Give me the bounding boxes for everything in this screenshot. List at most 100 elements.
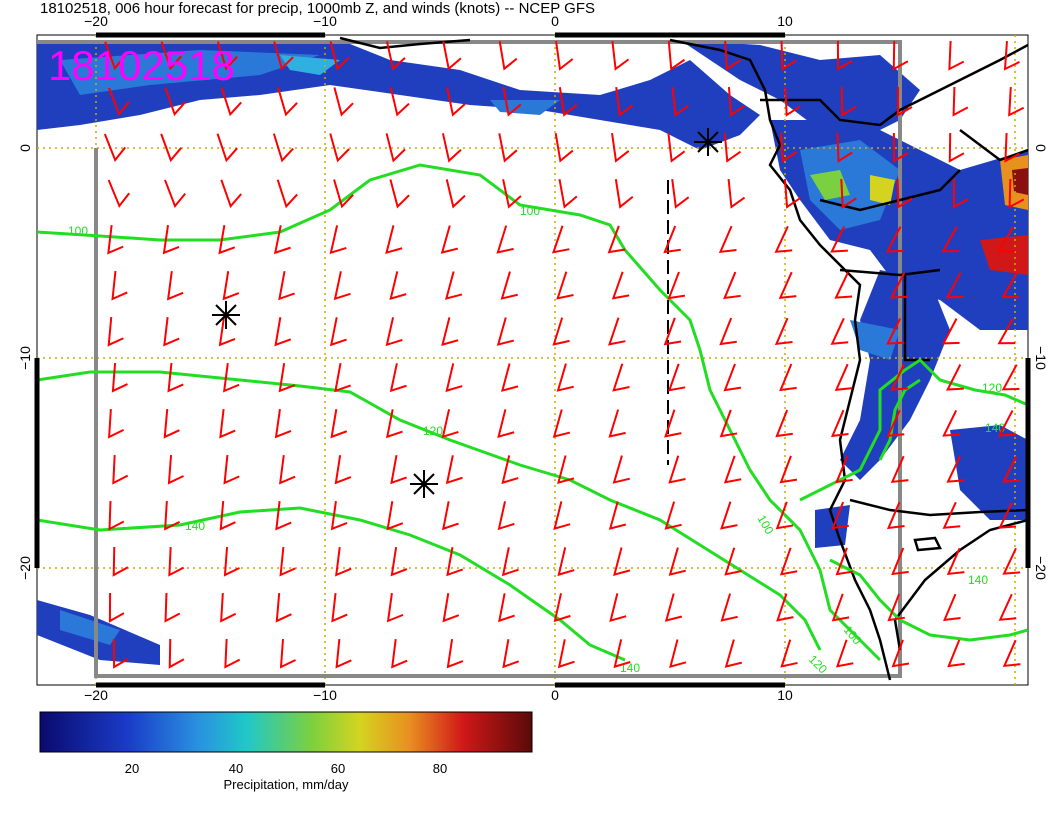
wind-barb-shaft xyxy=(830,317,849,345)
wind-barb-shaft xyxy=(664,409,682,438)
wind-barb-shaft xyxy=(613,547,631,576)
wind-barb xyxy=(830,317,849,345)
wind-barb xyxy=(718,225,737,254)
wind-barb xyxy=(1002,639,1021,668)
wind-barb xyxy=(774,317,793,346)
wind-barb xyxy=(500,271,518,300)
wind-barb xyxy=(723,455,742,484)
wind-barb xyxy=(329,133,350,163)
wind-barb xyxy=(279,454,296,485)
wind-barb-shaft xyxy=(440,225,459,254)
wind-barb-shaft xyxy=(220,179,242,209)
wind-barb xyxy=(446,639,464,669)
wind-barb-shaft xyxy=(835,455,853,484)
wind-barb xyxy=(107,224,124,255)
wind-barb xyxy=(168,638,185,669)
wind-barb xyxy=(442,41,462,71)
wind-barb-shaft xyxy=(835,547,854,576)
wind-barb-shaft xyxy=(783,178,801,209)
wind-barb-shaft xyxy=(886,409,905,437)
wind-barb-shaft xyxy=(558,87,578,117)
wind-barb-shaft xyxy=(942,501,961,529)
wind-barb-shaft xyxy=(719,317,737,346)
wind-barb xyxy=(836,40,853,71)
wind-barb-shaft xyxy=(886,317,904,345)
wind-barb xyxy=(719,409,738,438)
wind-barb-shaft xyxy=(609,593,627,623)
wind-barb-shaft xyxy=(502,87,522,117)
wind-barb-shaft xyxy=(840,178,857,209)
wind-barb-shaft xyxy=(279,638,296,669)
wind-barb-shaft xyxy=(500,363,519,392)
wind-barb xyxy=(445,363,463,393)
wind-barb-shaft xyxy=(608,501,627,530)
wind-barb-shaft xyxy=(330,409,348,439)
wind-barb-shaft xyxy=(442,41,462,71)
wind-barb-shaft xyxy=(272,133,294,163)
wind-barb xyxy=(502,639,520,669)
wind-barb-shaft xyxy=(274,317,292,347)
lon-label-top: −20 xyxy=(84,13,108,29)
wind-barb-shaft xyxy=(1001,364,1020,391)
wind-barb-shaft xyxy=(333,87,354,117)
wind-barb xyxy=(552,317,570,346)
wind-barb-shaft xyxy=(778,271,797,299)
wind-barb xyxy=(557,455,575,484)
wind-barb xyxy=(498,133,518,163)
wind-barb xyxy=(667,132,686,163)
wind-barb-shaft xyxy=(273,41,294,71)
wind-barb-shaft xyxy=(274,408,292,439)
wind-barb-shaft xyxy=(385,133,406,163)
wind-barb-shaft xyxy=(558,179,578,209)
wind-barb xyxy=(108,500,125,531)
wind-barb-shaft xyxy=(667,271,686,300)
wind-barb xyxy=(111,362,128,393)
wind-barb xyxy=(390,455,408,485)
wind-barb-shaft xyxy=(112,546,129,577)
wind-barb-shaft xyxy=(442,593,460,623)
wind-barb-shaft xyxy=(667,40,686,71)
wind-barb xyxy=(886,317,904,345)
wind-barb xyxy=(664,501,682,530)
lat-label-right: −10 xyxy=(1033,346,1049,370)
wind-barb-shaft xyxy=(892,40,909,71)
wind-barb xyxy=(779,363,797,392)
wind-barb-shaft xyxy=(103,133,127,162)
wind-barb xyxy=(166,270,184,301)
wind-barb-shaft xyxy=(891,547,909,576)
wind-barb xyxy=(608,317,626,346)
wind-barb-shaft xyxy=(216,41,238,71)
wind-barb-shaft xyxy=(724,40,741,71)
wind-barb-shaft xyxy=(718,225,737,254)
wind-barb xyxy=(558,87,578,117)
wind-barb xyxy=(834,363,853,391)
wind-barb xyxy=(614,179,634,209)
wind-barb xyxy=(891,639,910,668)
wind-barb xyxy=(222,362,240,393)
wind-barb-shaft xyxy=(896,86,913,117)
colorbar-tick: 40 xyxy=(229,761,243,776)
wind-barb-shaft xyxy=(896,178,913,209)
wind-barb xyxy=(613,547,631,576)
wind-barb-shaft xyxy=(840,86,857,117)
wind-barb xyxy=(667,363,686,392)
wind-barb-shaft xyxy=(107,224,124,255)
wind-barb xyxy=(831,593,850,622)
wind-barb xyxy=(1004,132,1021,163)
wind-barb xyxy=(612,363,630,392)
wind-barb-shaft xyxy=(780,40,797,71)
wind-barb-shaft xyxy=(279,454,296,485)
wind-barb xyxy=(389,271,407,301)
wind-barb-shaft xyxy=(160,41,182,71)
wind-barb-shaft xyxy=(948,40,965,71)
wind-barb xyxy=(498,593,515,623)
wind-barb-shaft xyxy=(942,409,960,437)
wind-barb-shaft xyxy=(444,271,463,300)
wind-barb xyxy=(445,179,466,209)
wind-barb-shaft xyxy=(168,638,185,669)
wind-barb xyxy=(885,226,904,253)
wind-barb xyxy=(333,179,354,209)
lon-label-bottom: 10 xyxy=(777,687,793,703)
wind-barb-shaft xyxy=(333,179,354,209)
wind-barb xyxy=(663,317,682,346)
